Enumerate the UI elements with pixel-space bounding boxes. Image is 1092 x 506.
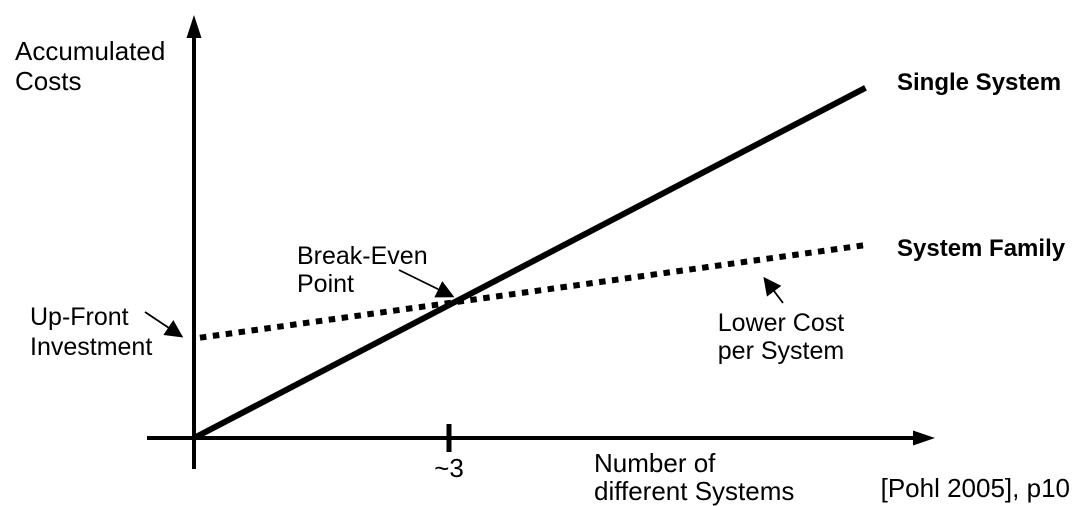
x-axis-label-line2: different Systems	[594, 476, 794, 506]
y-axis-label-line2: Costs	[15, 66, 81, 96]
break-even-label-line1: Break-Even	[297, 242, 428, 270]
up-front-label-line2: Investment	[30, 333, 152, 361]
single-system-label: Single System	[897, 69, 1061, 96]
single-system-line	[192, 85, 867, 441]
y-axis-arrowhead-icon	[186, 15, 202, 38]
up-front-arrow-icon	[144, 311, 184, 338]
system-family-label: System Family	[897, 235, 1066, 262]
system-family-line	[199, 242, 866, 341]
break-even-label-line2: Point	[297, 270, 354, 298]
y-axis-label-line1: Accumulated	[15, 36, 165, 66]
up-front-label-line1: Up-Front	[30, 303, 129, 331]
x-axis-label-line1: Number of	[594, 448, 716, 478]
x-axis-arrowhead-icon	[913, 430, 935, 446]
lower-cost-label-line1: Lower Cost	[718, 309, 844, 337]
lower-cost-label-line2: per System	[718, 337, 844, 365]
lower-cost-arrow-icon	[763, 276, 784, 304]
citation: [Pohl 2005], p10	[881, 473, 1070, 503]
break-even-arrow-icon	[398, 269, 455, 298]
x-tick-label: ~3	[434, 453, 464, 483]
